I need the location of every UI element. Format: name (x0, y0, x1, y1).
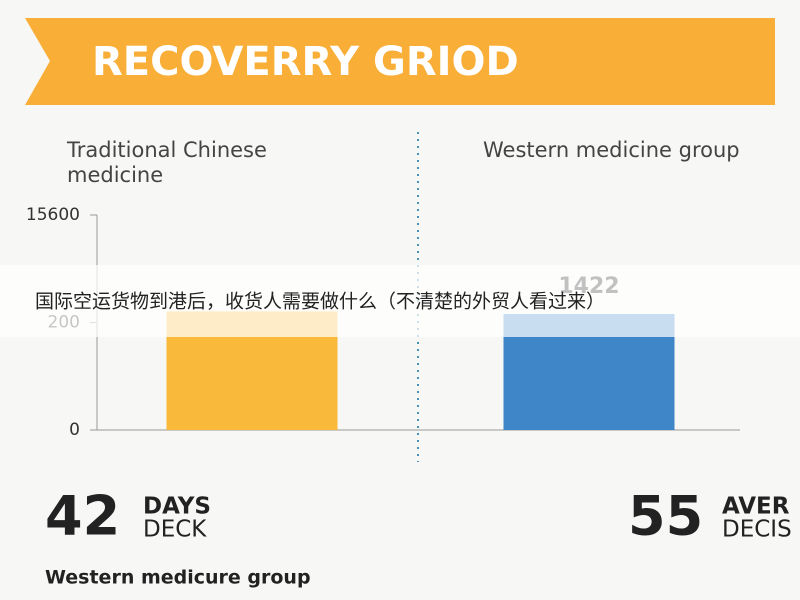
y-tick-label: 0 (69, 420, 80, 440)
stat-value: 42 (45, 485, 120, 548)
title-banner (25, 18, 775, 105)
stat-label: AVER (722, 494, 790, 520)
stat-label: DECIS (722, 517, 792, 543)
stat-value: 55 (628, 485, 703, 548)
stat-label: DAYS (143, 494, 211, 520)
stat-label: DECK (143, 517, 207, 543)
category-header: Western medicine group (483, 138, 740, 162)
category-header: Traditional Chinese medicine (67, 138, 267, 187)
title: RECOVERRY GRIOD (92, 39, 519, 85)
overlay-band (0, 265, 800, 337)
y-tick-label: 15600 (26, 205, 80, 225)
overlay-text: 国际空运货物到港后，收货人需要做什么（不清楚的外贸人看过来） (35, 291, 605, 313)
footer: Western medicure group (45, 567, 311, 589)
